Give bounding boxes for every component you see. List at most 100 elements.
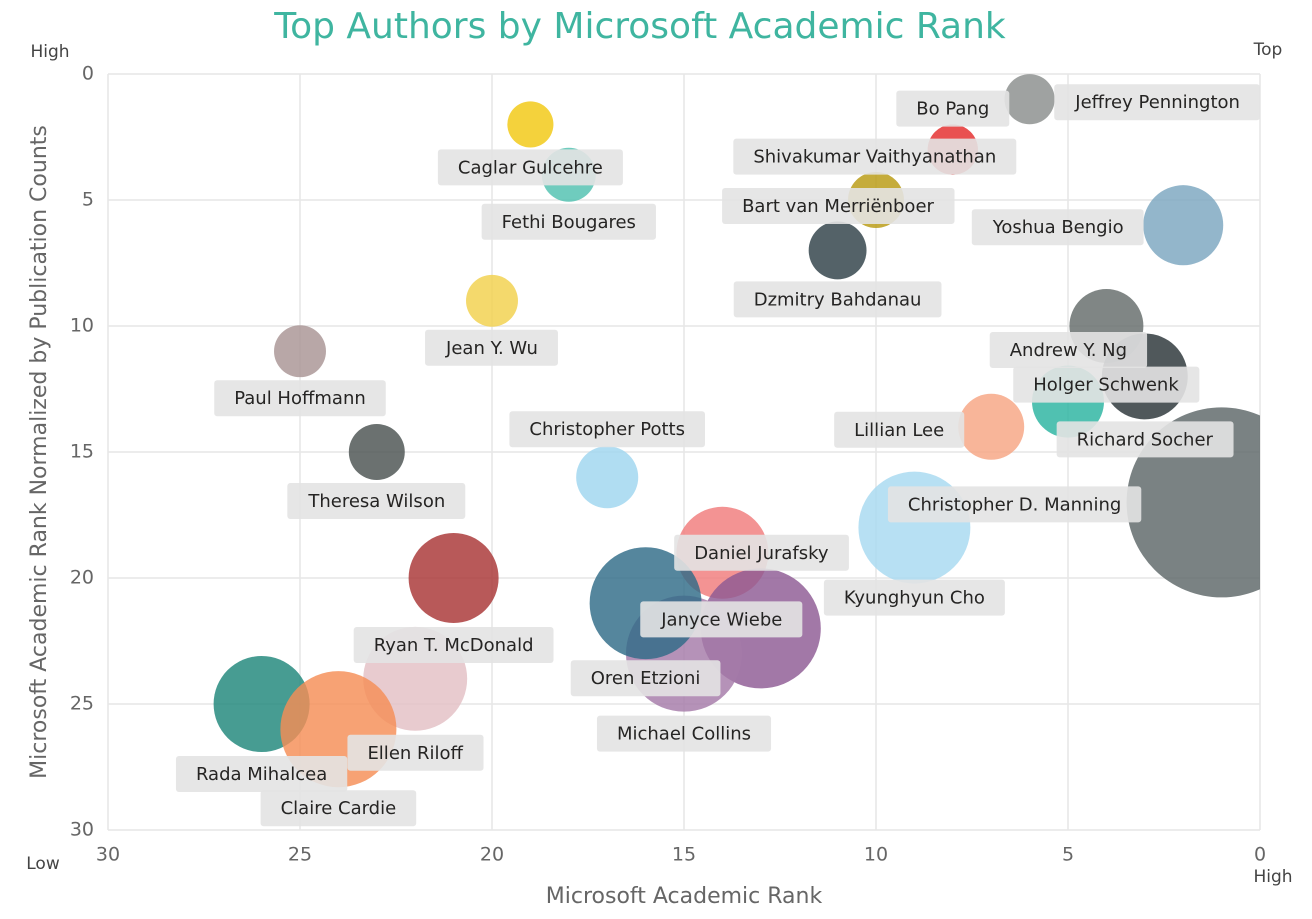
x-tick-label: 0 bbox=[1254, 844, 1266, 866]
data-label: Ellen Riloff bbox=[347, 734, 484, 771]
data-label: Bo Pang bbox=[896, 90, 1010, 127]
chart-title: Top Authors by Microsoft Academic Rank bbox=[273, 6, 1006, 47]
label-box bbox=[733, 138, 1017, 175]
data-label: Jean Y. Wu bbox=[425, 329, 558, 366]
label-text: Kyunghyun Cho bbox=[844, 588, 985, 609]
data-label: Andrew Y. Ng bbox=[989, 332, 1148, 368]
y-tick-label: 30 bbox=[70, 819, 94, 841]
label-text: Ryan T. McDonald bbox=[374, 635, 534, 656]
data-label: Bart van Merriënboer bbox=[722, 188, 955, 224]
label-box bbox=[722, 188, 955, 224]
label-text: Holger Schwenk bbox=[1033, 375, 1179, 396]
data-label: Yoshua Bengio bbox=[971, 209, 1144, 246]
corner-label: Top bbox=[1253, 40, 1283, 60]
label-box bbox=[1054, 84, 1260, 121]
bubble bbox=[1004, 74, 1055, 125]
data-label: Richard Socher bbox=[1056, 421, 1234, 458]
data-label: Fethi Bougares bbox=[481, 203, 656, 240]
label-text: Fethi Bougares bbox=[502, 212, 636, 233]
data-label: Kyunghyun Cho bbox=[823, 579, 1005, 616]
y-tick-label: 5 bbox=[82, 189, 94, 211]
data-label: Oren Etzioni bbox=[570, 660, 721, 697]
data-label: Rada Mihalcea bbox=[175, 756, 348, 792]
label-box bbox=[437, 149, 623, 186]
label-text: Jean Y. Wu bbox=[445, 338, 538, 359]
label-text: Richard Socher bbox=[1077, 429, 1214, 450]
data-label: Daniel Jurafsky bbox=[674, 534, 849, 571]
label-text: Christopher Potts bbox=[529, 419, 685, 440]
bubble bbox=[576, 446, 639, 509]
data-label: Theresa Wilson bbox=[287, 483, 466, 519]
x-tick-label: 15 bbox=[672, 844, 696, 866]
bubble bbox=[274, 325, 326, 378]
label-box bbox=[481, 203, 656, 240]
label-box bbox=[260, 790, 417, 827]
label-text: Christopher D. Manning bbox=[908, 494, 1121, 515]
corner-label: Low bbox=[26, 854, 60, 874]
label-text: Daniel Jurafsky bbox=[694, 543, 829, 564]
y-tick-label: 10 bbox=[70, 315, 94, 337]
bubble bbox=[1143, 185, 1224, 266]
label-text: Rada Mihalcea bbox=[196, 764, 327, 785]
label-box bbox=[175, 756, 348, 792]
label-text: Jeffrey Pennington bbox=[1074, 92, 1240, 113]
label-text: Ellen Riloff bbox=[367, 743, 463, 764]
data-label: Caglar Gulcehre bbox=[437, 149, 623, 186]
label-box bbox=[1056, 421, 1234, 458]
data-label: Paul Hoffmann bbox=[214, 380, 386, 417]
label-box bbox=[971, 209, 1144, 246]
label-box bbox=[425, 329, 558, 366]
y-tick-label: 0 bbox=[82, 63, 94, 85]
x-axis-title: Microsoft Academic Rank bbox=[546, 884, 823, 909]
y-tick-label: 20 bbox=[70, 567, 94, 589]
label-box bbox=[1013, 366, 1200, 403]
y-tick-label: 25 bbox=[70, 693, 94, 715]
data-label: Holger Schwenk bbox=[1013, 366, 1200, 403]
corner-label: High bbox=[1253, 867, 1292, 887]
label-box bbox=[896, 90, 1010, 127]
data-label: Ryan T. McDonald bbox=[353, 627, 554, 663]
y-axis-title: Microsoft Academic Rank Normalized by Pu… bbox=[27, 125, 52, 779]
data-label: Christopher Potts bbox=[509, 411, 705, 448]
label-box bbox=[596, 715, 772, 752]
label-text: Theresa Wilson bbox=[307, 491, 445, 512]
data-label: Shivakumar Vaithyanathan bbox=[733, 138, 1017, 175]
label-box bbox=[733, 281, 942, 318]
data-label: Claire Cardie bbox=[260, 790, 417, 827]
data-label: Lillian Lee bbox=[834, 411, 965, 448]
label-box bbox=[834, 411, 965, 448]
label-box bbox=[509, 411, 705, 448]
label-box bbox=[887, 486, 1142, 523]
bubble bbox=[348, 424, 405, 480]
label-text: Shivakumar Vaithyanathan bbox=[753, 147, 996, 168]
data-label: Dzmitry Bahdanau bbox=[733, 281, 942, 318]
label-text: Bo Pang bbox=[916, 99, 989, 120]
label-text: Yoshua Bengio bbox=[992, 217, 1124, 238]
label-text: Claire Cardie bbox=[281, 798, 397, 819]
label-box bbox=[347, 734, 484, 771]
label-box bbox=[570, 660, 721, 697]
data-label: Christopher D. Manning bbox=[887, 486, 1142, 523]
label-box bbox=[674, 534, 849, 571]
label-text: Michael Collins bbox=[617, 724, 751, 745]
bubble bbox=[507, 101, 554, 148]
bubble bbox=[408, 533, 499, 623]
label-box bbox=[214, 380, 386, 417]
bubble bbox=[958, 393, 1025, 460]
bubble bbox=[808, 221, 867, 280]
label-text: Caglar Gulcehre bbox=[458, 157, 603, 178]
label-text: Dzmitry Bahdanau bbox=[754, 289, 922, 310]
x-tick-label: 25 bbox=[288, 844, 312, 866]
data-label: Michael Collins bbox=[596, 715, 772, 752]
label-box bbox=[989, 332, 1148, 368]
label-text: Bart van Merriënboer bbox=[742, 196, 934, 217]
label-box bbox=[287, 483, 466, 519]
y-tick-label: 15 bbox=[70, 441, 94, 463]
x-tick-label: 20 bbox=[480, 844, 504, 866]
label-box bbox=[640, 601, 803, 638]
label-text: Lillian Lee bbox=[854, 420, 944, 441]
x-tick-label: 30 bbox=[96, 844, 120, 866]
label-text: Paul Hoffmann bbox=[234, 388, 366, 409]
label-text: Janyce Wiebe bbox=[660, 609, 782, 630]
